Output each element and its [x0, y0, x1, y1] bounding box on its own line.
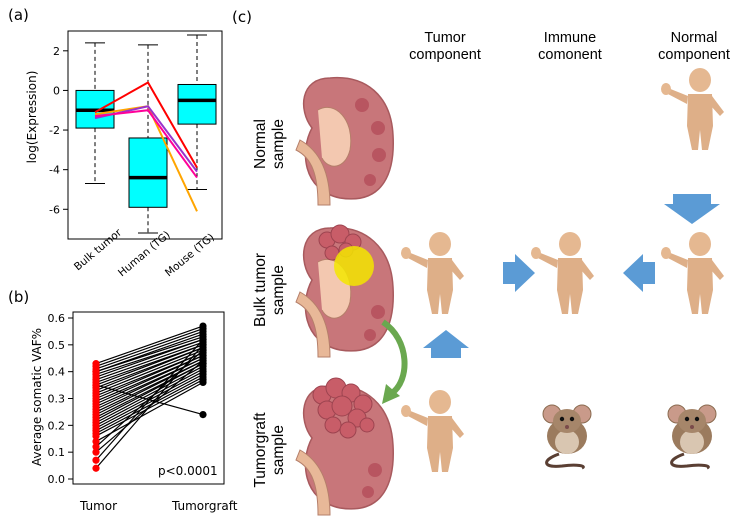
b-point-tumorgraft [199, 346, 207, 354]
col-header-normal: Normal component [644, 30, 744, 64]
panel-b-pair-lines [95, 325, 204, 469]
panel-a-y-axis: 2 0 -2 -4 -6 [49, 45, 68, 216]
b-ytick-label: 0.2 [48, 419, 66, 432]
col-header-normal-line2: component [658, 47, 730, 63]
kidney-bulk-tumor-illustration [295, 224, 394, 358]
col-header-immune-line1: Immune [543, 30, 597, 46]
b-ytick-label: 0.3 [48, 393, 66, 406]
normal-component-bulk-figure [661, 232, 724, 314]
row-label-graft: Tumorgraft sample [252, 395, 288, 505]
b-point-tumorgraft [199, 411, 207, 419]
b-pair-line [95, 379, 204, 437]
b-point-tumorgraft [199, 335, 207, 344]
immune-component-bulk-figure [531, 232, 594, 314]
b-pair-line [95, 330, 204, 370]
b-ytick-label: 0.0 [48, 473, 66, 486]
a-box [128, 137, 168, 208]
panel-a-plot-frame [67, 30, 223, 240]
a-ytick-label: -2 [49, 124, 60, 137]
row-label-normal-line1: Normal [252, 119, 269, 169]
arrow-right-tumor-to-immune [503, 254, 535, 292]
b-pair-line [95, 376, 204, 434]
b-xtick-0: Tumor [80, 499, 118, 513]
a-ytick-label: 2 [53, 45, 60, 58]
panel-a-letter: (a) [8, 6, 29, 24]
immune-component-mouse [541, 403, 593, 470]
b-pair-line [95, 363, 204, 421]
panel-b-y-axis: 0.6 0.5 0.4 0.3 0.2 0.1 0.0 [48, 312, 73, 486]
col-header-tumor: Tumor component [395, 30, 495, 64]
a-ytick-label: -4 [49, 164, 60, 177]
b-point-tumor [92, 437, 100, 446]
row-label-bulk: Bulk tumor sample [252, 235, 288, 345]
col-header-normal-line1: Normal [670, 30, 718, 46]
b-pair-line [95, 344, 204, 386]
row-label-bulk-line1: Bulk tumor [252, 252, 269, 328]
b-ytick-label: 0.6 [48, 312, 66, 325]
row-label-graft-line2: sample [270, 425, 287, 475]
b-pair-line [95, 325, 204, 365]
col-header-tumor-line1: Tumor [424, 30, 466, 46]
b-pair-line [95, 349, 204, 394]
b-point-tumor [92, 448, 100, 456]
col-header-immune: Immune comonent [520, 30, 620, 64]
row-label-normal-line2: sample [270, 119, 287, 169]
b-xtick-1: Tumorgraft [172, 499, 238, 513]
normal-component-normal-figure [661, 68, 724, 150]
tumor-component-bulk-figure [401, 232, 464, 314]
tumor-component-graft-figure [401, 390, 464, 472]
b-pair-line [95, 360, 204, 416]
b-pvalue: p<0.0001 [158, 464, 218, 478]
col-header-tumor-line2: component [409, 47, 481, 63]
panel-a-boxes [75, 34, 217, 234]
a-gene-line [94, 81, 198, 169]
b-pair-line [95, 336, 204, 373]
b-point-tumor [92, 464, 100, 472]
b-pair-line [95, 346, 204, 392]
b-pair-line [95, 355, 204, 405]
arrow-left-normal-to-immune [623, 254, 655, 292]
b-pair-line [95, 328, 204, 367]
panel-c-letter: (c) [232, 8, 252, 26]
b-point-tumor [92, 443, 100, 451]
tumor-region-highlight [334, 246, 374, 286]
b-pair-line [95, 338, 204, 378]
b-point-tumorgraft [199, 378, 207, 386]
b-point-tumor [92, 456, 100, 464]
bulk-to-graft-curved-arrow [381, 319, 408, 404]
a-ytick-label: 0 [53, 84, 60, 97]
row-label-bulk-line2: sample [270, 265, 287, 315]
b-pair-line [95, 341, 204, 381]
b-ytick-label: 0.1 [48, 446, 66, 459]
b-point-tumor [92, 381, 100, 389]
a-ytick-label: -6 [49, 203, 60, 216]
panel-b-points [92, 322, 207, 472]
b-point-tumorgraft [199, 357, 207, 365]
col-header-immune-line2: comonent [538, 47, 602, 63]
kidney-tumorgraft-illustration [295, 377, 394, 516]
b-pair-line [95, 373, 204, 432]
b-pair-line [95, 368, 204, 426]
panel-a-gene-lines [94, 81, 198, 212]
normal-component-mouse [666, 403, 718, 470]
row-label-graft-line1: Tumorgraft [252, 412, 269, 488]
b-ytick-label: 0.4 [48, 366, 66, 379]
arrow-up-graft-to-tumor [423, 330, 469, 358]
b-pair-line [95, 344, 204, 469]
a-gene-line [94, 109, 198, 179]
b-pair-line [95, 384, 204, 416]
panel-b-ylabel: Average somatic VAF% [30, 327, 44, 467]
row-label-normal: Normal sample [252, 94, 288, 194]
b-point-tumor [92, 432, 100, 440]
b-ytick-label: 0.5 [48, 339, 66, 352]
b-point-tumorgraft [199, 341, 207, 349]
b-pair-line [95, 381, 204, 442]
a-box [177, 83, 217, 125]
arrow-down-normal [664, 194, 720, 224]
panel-b-letter: (b) [8, 288, 30, 306]
kidney-normal-illustration [295, 77, 394, 206]
